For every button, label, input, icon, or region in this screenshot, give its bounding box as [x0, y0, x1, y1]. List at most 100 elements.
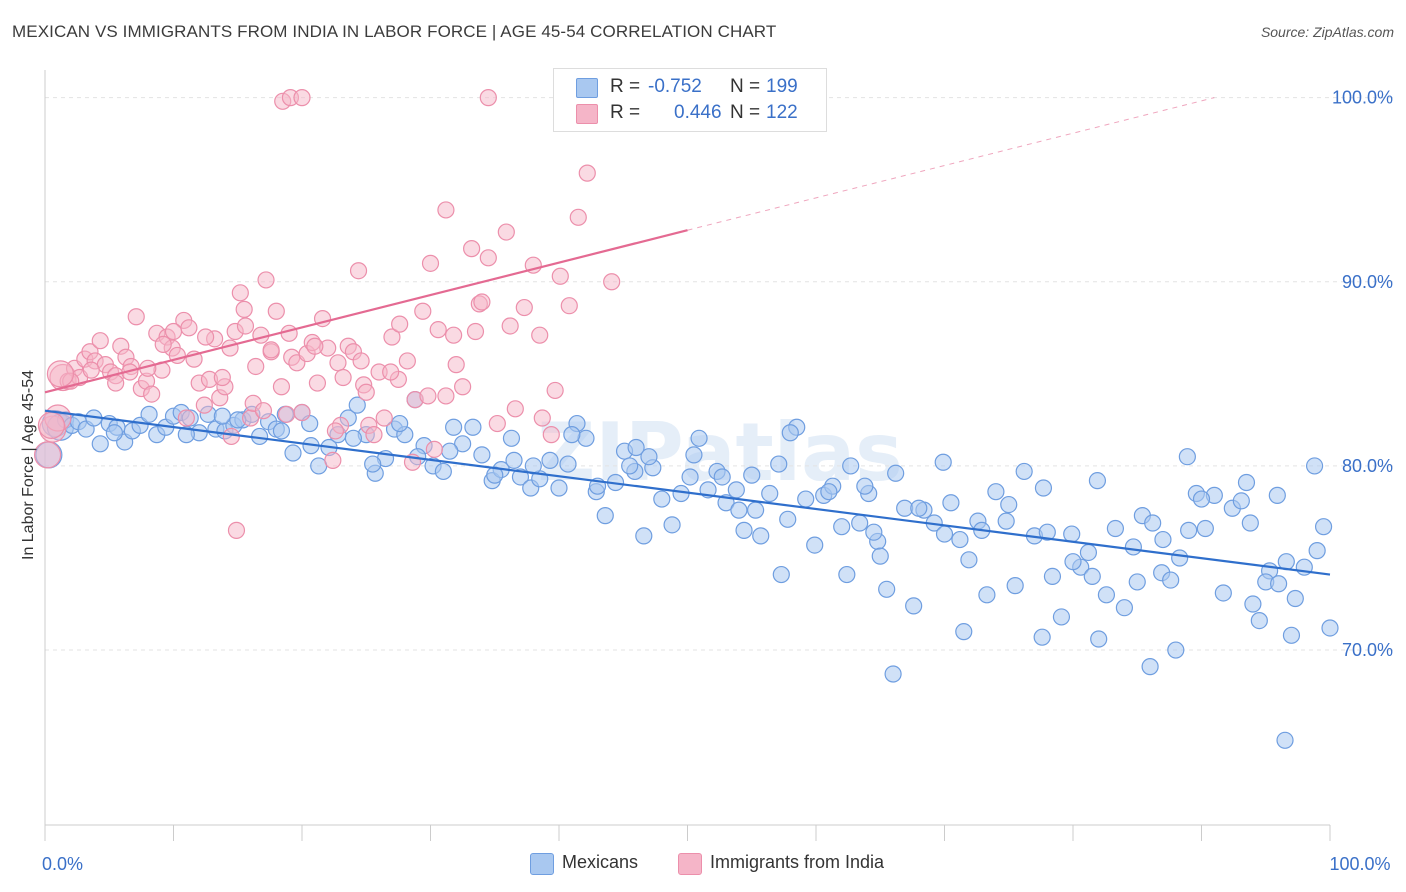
mexicans-point	[727, 481, 745, 499]
mexicans-point	[942, 494, 960, 512]
mexicans-point	[838, 565, 856, 584]
mexicans-point	[364, 455, 382, 473]
india-point	[497, 223, 515, 241]
mexicans-point	[1043, 567, 1062, 586]
india-point	[308, 374, 327, 392]
india-point	[419, 387, 437, 405]
india-point	[231, 284, 249, 302]
mexicans-point	[842, 457, 860, 475]
mexicans-point	[987, 483, 1005, 501]
legend-n-label: N =	[730, 76, 761, 97]
y-axis-label: In Labor Force | Age 45-54	[20, 369, 37, 560]
mexicans-point	[1171, 549, 1189, 567]
india-point	[542, 426, 560, 444]
india-point	[473, 293, 491, 311]
mexicans-point	[1237, 473, 1256, 492]
mexicans-point	[1244, 595, 1262, 613]
mexicans-point	[955, 623, 973, 641]
mexicans-point	[772, 565, 790, 584]
india-point	[398, 352, 416, 370]
mexicans-point	[559, 455, 577, 473]
mexicans-point	[743, 466, 761, 484]
mexicans-trendline	[44, 409, 1331, 576]
mexicans-point	[640, 448, 658, 466]
india-point	[357, 383, 375, 401]
mexicans-point	[779, 510, 797, 528]
mexicans-point	[663, 516, 681, 534]
mexicans-point	[1079, 543, 1098, 562]
mexicans-point	[951, 530, 969, 549]
mexicans-point	[1064, 553, 1082, 571]
india-point	[479, 249, 497, 267]
india-point	[375, 409, 393, 427]
mexicans-point	[934, 453, 952, 471]
india-point	[247, 357, 265, 376]
mexicans-point	[871, 547, 889, 565]
india-point	[180, 319, 198, 337]
mexicans-point	[690, 429, 708, 447]
mexicans-point	[1162, 571, 1180, 589]
india-point	[195, 396, 213, 414]
mexicans-point	[441, 442, 459, 460]
mexicans-point	[105, 424, 123, 442]
mexicans-point	[1178, 448, 1196, 466]
legend-label-mexicans: Mexicans	[562, 852, 639, 872]
india-point	[197, 328, 215, 346]
mexicans-point	[730, 501, 748, 519]
mexicans-point	[1276, 731, 1294, 749]
mexicans-point	[1192, 490, 1211, 508]
mexicans-point	[502, 429, 521, 447]
mexicans-point	[1141, 658, 1159, 676]
india-point	[515, 298, 533, 317]
india-point	[466, 322, 485, 341]
y-tick-label: 90.0%	[1342, 272, 1393, 292]
mexicans-point	[747, 501, 765, 519]
mexicans-point	[1232, 492, 1250, 510]
legend-swatch-mexicans	[530, 853, 554, 875]
india-point	[463, 240, 481, 258]
legend-swatch-mexicans	[576, 78, 598, 98]
mexicans-point	[511, 468, 530, 486]
y-tick-label: 70.0%	[1342, 640, 1393, 660]
mexicans-point	[1124, 538, 1142, 556]
mexicans-point	[761, 484, 779, 503]
india-point	[252, 326, 270, 344]
mexicans-point	[272, 422, 291, 440]
mexicans-point	[685, 446, 703, 464]
mexicans-point	[284, 444, 302, 462]
india-point	[391, 315, 409, 333]
mexicans-point	[1286, 589, 1304, 608]
mexicans-point	[596, 507, 614, 525]
x-tick-label: 0.0%	[42, 854, 83, 874]
mexicans-point	[1321, 619, 1339, 637]
india-point	[479, 89, 497, 107]
india-trendline-extension	[687, 97, 1215, 231]
india-point	[267, 302, 285, 320]
mexicans-point	[735, 521, 753, 539]
india-point	[143, 385, 161, 403]
mexicans-point	[1052, 608, 1071, 626]
mexicans-point	[1063, 525, 1081, 543]
mexicans-point	[1090, 630, 1108, 648]
mexicans-point	[856, 477, 874, 495]
mexicans-point	[1083, 567, 1101, 586]
mexicans-point	[91, 435, 109, 453]
legend-r-value: -0.752	[648, 76, 702, 97]
mexicans-point	[887, 464, 905, 482]
india-point	[533, 409, 551, 427]
mexicans-point	[1144, 514, 1162, 532]
india-point	[33, 441, 62, 469]
mexicans-point	[681, 468, 699, 486]
mexicans-point	[550, 479, 568, 497]
mexicans-point	[997, 512, 1015, 530]
india-point	[382, 363, 400, 381]
india-point	[293, 403, 311, 422]
mexicans-point	[1106, 519, 1125, 538]
india-point	[506, 400, 524, 418]
india-point	[254, 402, 273, 420]
mexicans-point	[464, 418, 482, 436]
india-point	[306, 337, 324, 355]
india-point	[257, 271, 275, 289]
chart-title: MEXICAN VS IMMIGRANTS FROM INDIA IN LABO…	[12, 22, 777, 41]
